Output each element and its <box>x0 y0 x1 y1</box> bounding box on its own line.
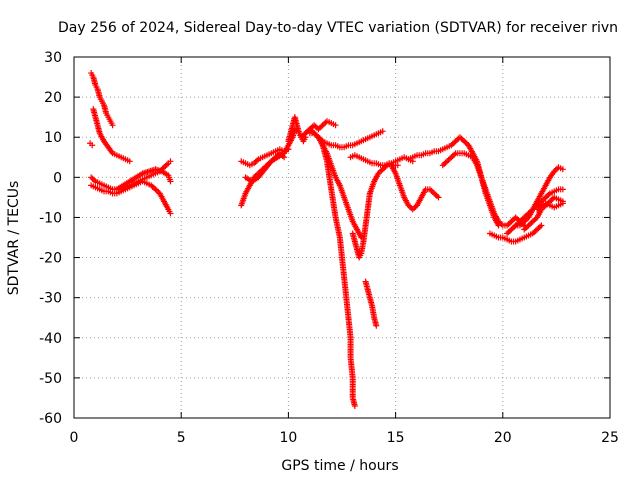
x-tick-label: 15 <box>387 430 405 446</box>
y-tick-label: 10 <box>44 130 62 146</box>
x-tick-label: 0 <box>70 430 79 446</box>
data-point <box>167 158 174 165</box>
axis-ticks: 0 5 10 15 20 25 -60 -50 -40 -30 -20 -10 0 10 20 30 <box>39 50 619 446</box>
x-tick-label: 25 <box>601 430 619 446</box>
x-tick-label: 5 <box>177 430 186 446</box>
data-point <box>559 200 566 207</box>
data-point <box>373 322 380 329</box>
y-tick-label: -40 <box>39 331 62 347</box>
data-points <box>87 70 566 409</box>
data-point <box>351 402 358 409</box>
chart-title: Day 256 of 2024, Sidereal Day-to-day VTE… <box>58 20 618 36</box>
data-point <box>109 122 116 129</box>
data-point <box>167 178 174 185</box>
data-point <box>559 166 566 173</box>
y-axis-label: SDTVAR / TECUs <box>6 181 22 296</box>
y-tick-label: 30 <box>44 50 62 66</box>
data-point <box>332 122 339 129</box>
y-tick-label: 0 <box>53 170 62 186</box>
x-tick-label: 10 <box>279 430 297 446</box>
data-point <box>379 128 386 135</box>
y-tick-label: -10 <box>39 210 62 226</box>
data-point <box>538 222 545 229</box>
data-point <box>126 158 133 165</box>
y-tick-label: -60 <box>39 411 62 427</box>
x-axis-label: GPS time / hours <box>281 458 398 474</box>
y-tick-label: -30 <box>39 291 62 307</box>
plot-frame <box>73 56 611 419</box>
y-tick-label: 20 <box>44 90 62 106</box>
data-point <box>167 210 174 217</box>
data-point <box>89 142 96 149</box>
data-point <box>394 162 401 169</box>
data-point <box>559 186 566 193</box>
y-tick-label: -20 <box>39 251 62 267</box>
data-point <box>435 194 442 201</box>
x-tick-label: 20 <box>494 430 512 446</box>
y-tick-label: -50 <box>39 371 62 387</box>
